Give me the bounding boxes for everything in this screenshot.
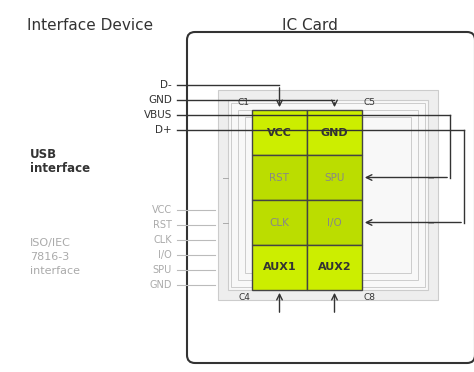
Text: C5: C5 [364, 98, 376, 107]
Text: AUX2: AUX2 [318, 263, 351, 273]
Text: interface: interface [30, 266, 80, 276]
Text: USB: USB [30, 148, 57, 161]
Bar [228, 100, 428, 290]
Bar [231, 103, 425, 287]
Text: C4: C4 [238, 293, 250, 302]
Bar [307, 110, 362, 155]
Text: VBUS: VBUS [144, 110, 172, 120]
Bar [245, 117, 411, 273]
Text: VCC: VCC [152, 205, 172, 215]
FancyBboxPatch shape [187, 32, 474, 363]
Bar [307, 245, 362, 290]
Bar [252, 155, 307, 200]
Text: CLK: CLK [270, 218, 290, 228]
Bar [238, 110, 418, 280]
Text: RST: RST [270, 173, 290, 183]
Text: IC Card: IC Card [282, 18, 338, 33]
Text: C1: C1 [238, 98, 250, 107]
Text: CLK: CLK [154, 235, 172, 245]
Text: AUX1: AUX1 [263, 263, 296, 273]
Bar [307, 200, 362, 245]
Text: interface: interface [30, 162, 90, 175]
Text: 7816-3: 7816-3 [30, 252, 69, 262]
Text: SPU: SPU [324, 173, 345, 183]
Text: GND: GND [149, 280, 172, 290]
Text: VCC: VCC [267, 128, 292, 138]
Text: RST: RST [153, 220, 172, 230]
Text: C8: C8 [364, 293, 376, 302]
Text: D-: D- [160, 80, 172, 90]
Bar [252, 110, 307, 155]
Bar [218, 90, 438, 300]
Text: GND: GND [148, 95, 172, 105]
Text: Interface Device: Interface Device [27, 18, 153, 33]
Text: ISO/IEC: ISO/IEC [30, 238, 71, 248]
Bar [252, 200, 307, 245]
Text: I/O: I/O [158, 250, 172, 260]
Text: GND: GND [321, 128, 348, 138]
Text: I/O: I/O [327, 218, 342, 228]
Text: SPU: SPU [153, 265, 172, 275]
Text: D+: D+ [155, 125, 172, 135]
Bar [252, 245, 307, 290]
Bar [307, 155, 362, 200]
